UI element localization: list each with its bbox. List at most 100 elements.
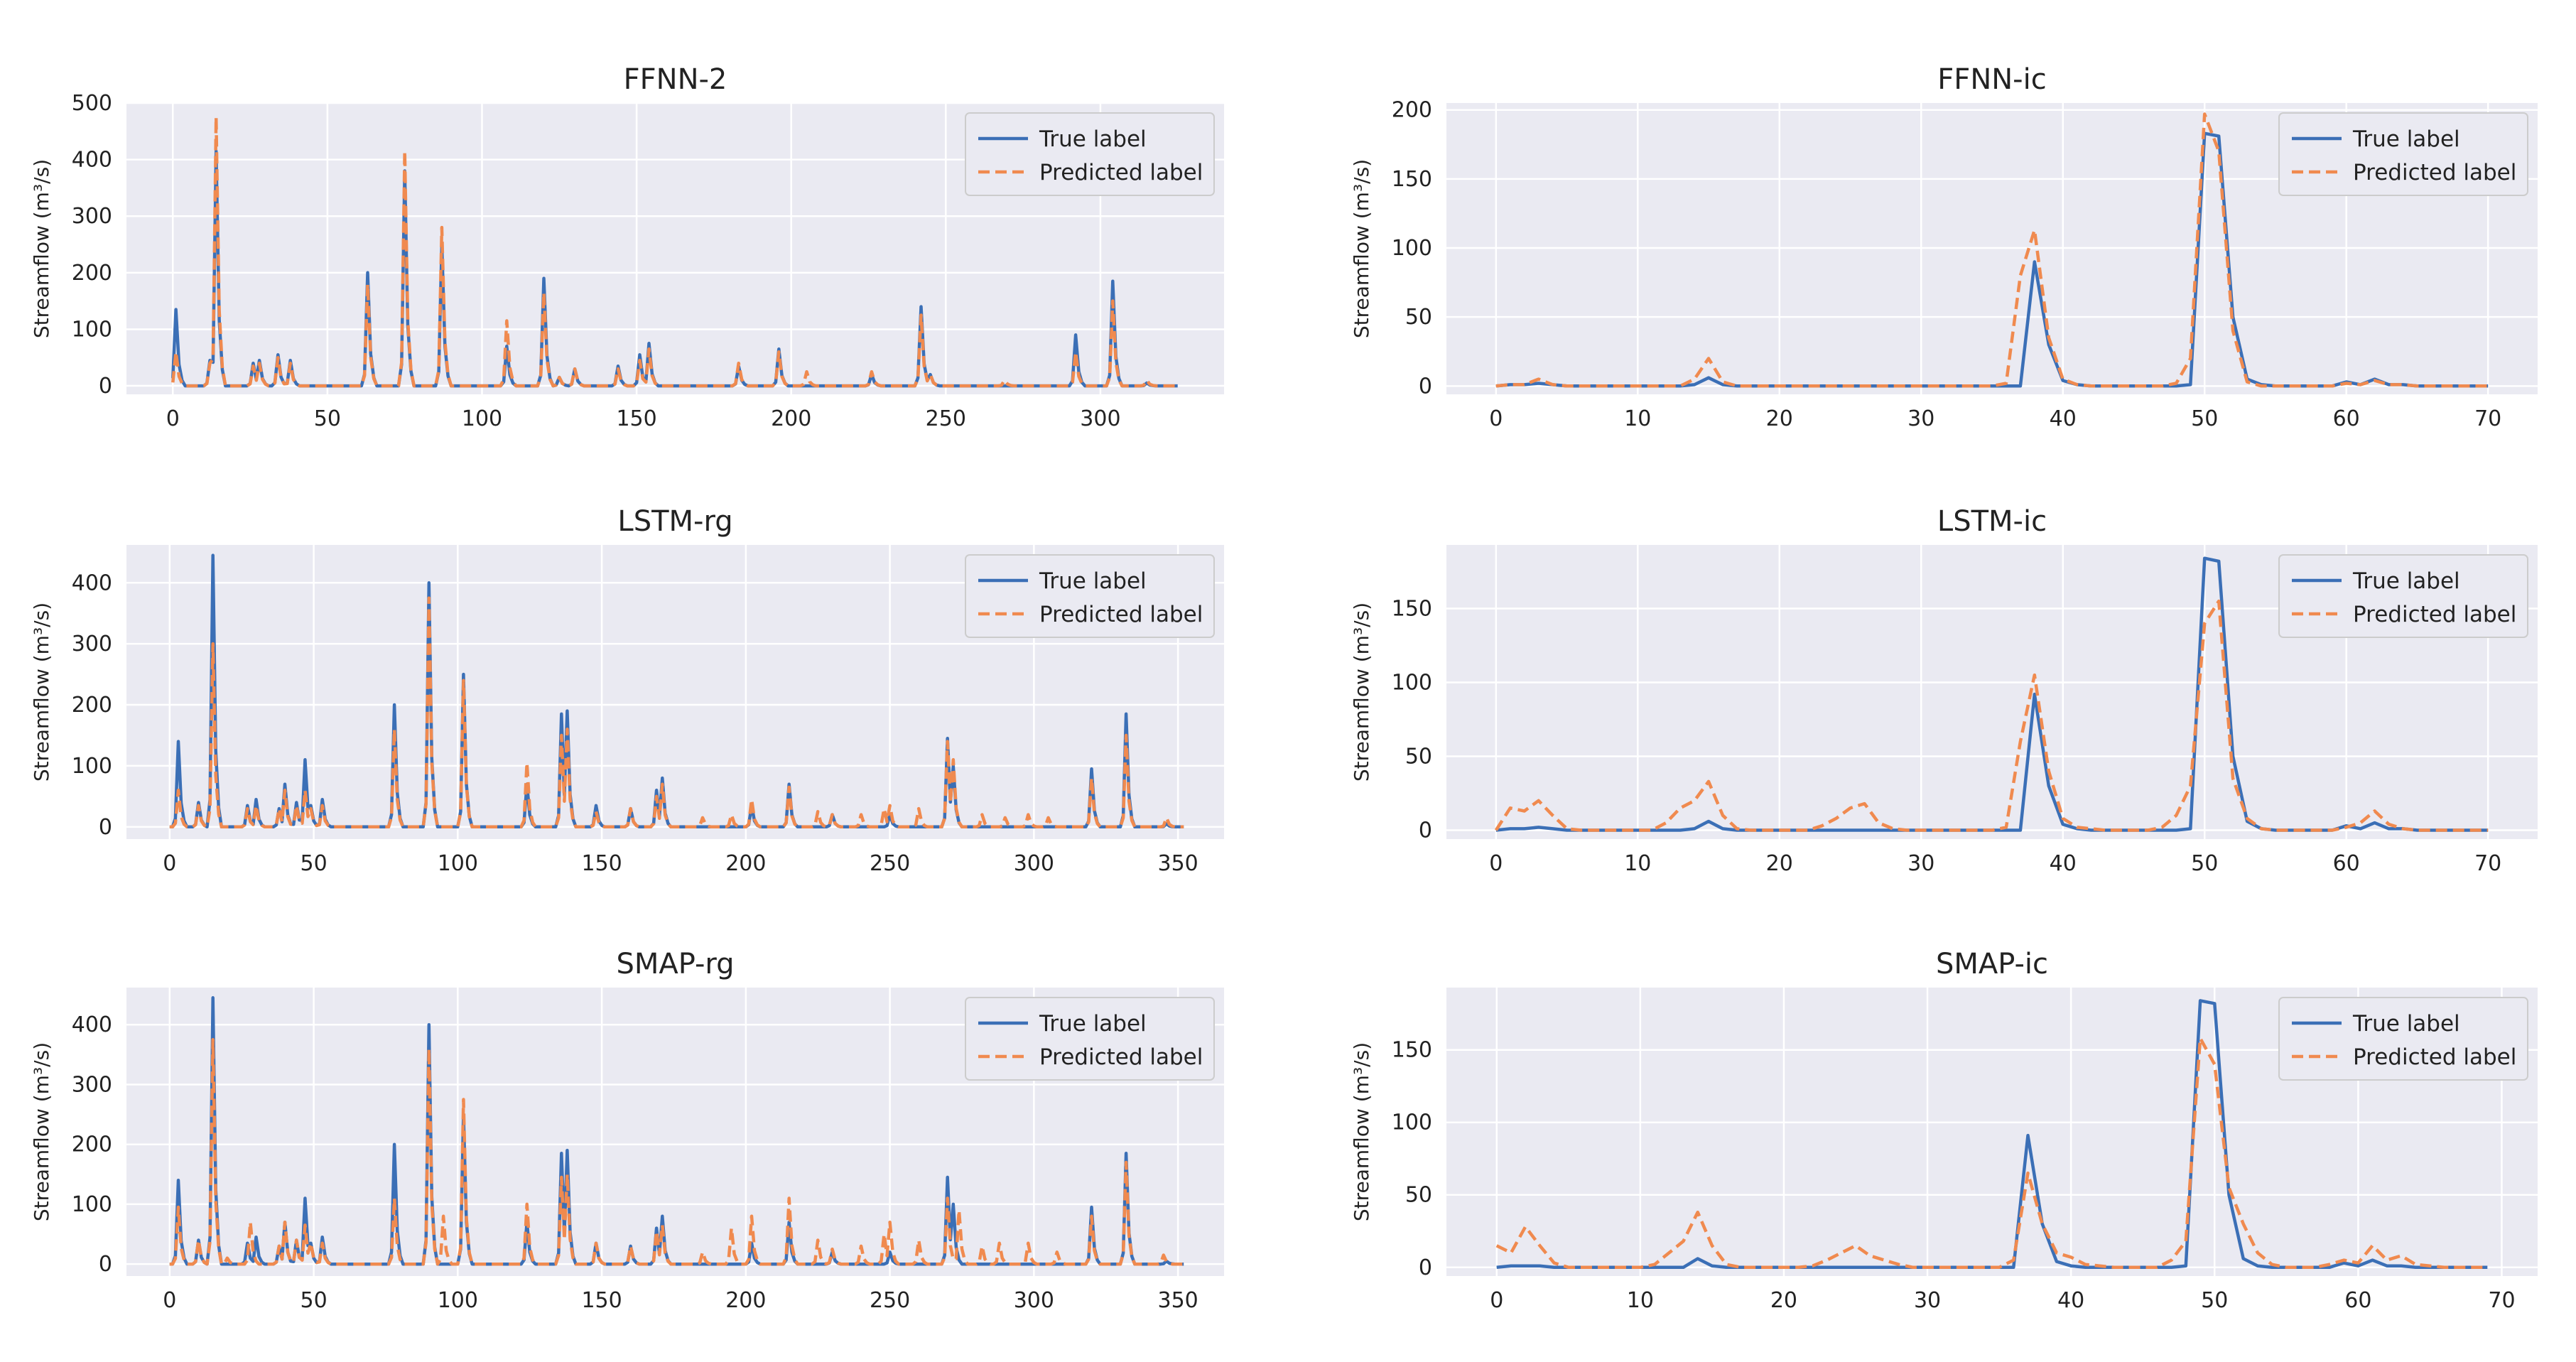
chart-title: SMAP-ic (1936, 948, 2048, 980)
predicted-label-line (169, 596, 1184, 829)
x-tick-label: 10 (1624, 851, 1651, 876)
y-tick-label: 100 (72, 1192, 112, 1217)
y-tick-label: 100 (1392, 236, 1432, 261)
predicted-label-line (1494, 599, 2489, 832)
y-axis-label: Streamflow (m³/s) (1350, 1042, 1373, 1221)
y-tick-label: 400 (72, 148, 112, 173)
y-tick-label: 400 (72, 571, 112, 595)
y-tick-label: 100 (72, 317, 112, 342)
y-tick-label: 200 (72, 693, 112, 718)
x-tick-label: 0 (1490, 1288, 1503, 1313)
y-tick-label: 0 (99, 374, 112, 399)
x-tick-label: 0 (163, 1288, 176, 1313)
y-tick-label: 100 (1392, 1110, 1432, 1135)
legend-true-label: True label (2352, 568, 2460, 594)
subplot-ffnn-2: 0 50 100 150 200 250 300 0 100 200 300 400 500 Stream… (30, 63, 1224, 431)
x-tick-label: 70 (2474, 406, 2501, 431)
predicted-label-line (1495, 1037, 2488, 1270)
legend: True label Predicted label (965, 112, 1215, 196)
y-tick-label: 150 (1392, 167, 1432, 192)
legend-predicted-label: Predicted label (2353, 160, 2516, 185)
x-tick-label: 20 (1770, 1288, 1797, 1313)
x-tick-label: 40 (2057, 1288, 2084, 1313)
y-tick-label: 0 (99, 815, 112, 840)
legend-box (2278, 554, 2528, 638)
y-axis-label: Streamflow (m³/s) (1350, 159, 1373, 338)
subplot-smap-ic: 0 10 20 30 40 50 60 70 0 50 100 150 Streamflow (m³/s… (1350, 948, 2538, 1313)
gridlines (126, 988, 1224, 1276)
x-tick-label: 10 (1627, 1288, 1654, 1313)
y-tick-label: 0 (1419, 1255, 1432, 1280)
legend-predicted-label: Predicted label (2353, 1044, 2516, 1070)
legend-true-label: True label (2352, 1011, 2460, 1037)
chart-title: FFNN-ic (1937, 63, 2046, 96)
y-tick-label: 50 (1405, 305, 1432, 330)
x-tick-label: 350 (1157, 1288, 1198, 1313)
subplot-grid: 0 50 100 150 200 250 3000100200300400500Stream… (30, 63, 2538, 1313)
x-tick-label: 50 (300, 851, 327, 876)
x-tick-label: 10 (1624, 406, 1651, 431)
x-tick-label: 100 (438, 1288, 478, 1313)
subplot-lstm-rg: 0 50 100 150 200 250 300 350 0 100 200 300 400 Stream… (30, 505, 1224, 876)
y-tick-label: 50 (1405, 744, 1432, 769)
x-tick-label: 250 (926, 406, 966, 431)
y-axis-label: Streamflow (m³/s) (30, 159, 53, 338)
legend: True label Predicted label (2278, 554, 2528, 638)
y-tick-label: 400 (72, 1012, 112, 1037)
legend-box (965, 554, 1215, 638)
legend: True label Predicted label (965, 554, 1215, 638)
subplot-ffnn-ic: 0 10 20 30 40 50 60 70 0 50 100 150 200 Streamflow (m… (1350, 63, 2538, 431)
x-tick-label: 20 (1766, 851, 1793, 876)
x-tick-label: 200 (725, 1288, 766, 1313)
legend-true-label: True label (1039, 126, 1147, 152)
y-tick-label: 300 (72, 632, 112, 656)
x-tick-label: 300 (1014, 1288, 1054, 1313)
subplot-smap-rg: 0 50 100 150 200 250 300 350 0 100 200 300 400 Stream… (30, 948, 1224, 1313)
y-tick-label: 50 (1405, 1183, 1432, 1208)
x-tick-label: 250 (870, 851, 910, 876)
legend-box (2278, 112, 2528, 196)
y-axis-label: Streamflow (m³/s) (30, 602, 53, 782)
x-tick-label: 0 (166, 406, 180, 431)
x-tick-label: 350 (1157, 851, 1198, 876)
x-tick-label: 0 (1489, 406, 1503, 431)
x-tick-label: 50 (2191, 851, 2218, 876)
y-tick-label: 150 (1392, 596, 1432, 621)
legend-predicted-label: Predicted label (1039, 160, 1203, 185)
y-tick-label: 100 (72, 754, 112, 779)
y-tick-label: 0 (99, 1252, 112, 1277)
x-tick-label: 0 (1489, 851, 1503, 876)
legend-predicted-label: Predicted label (2353, 602, 2516, 627)
y-tick-label: 0 (1419, 374, 1432, 399)
x-tick-label: 50 (2191, 406, 2218, 431)
predicted-label-line (171, 115, 1178, 388)
x-tick-label: 300 (1014, 851, 1054, 876)
chart-title: SMAP-rg (616, 948, 734, 980)
y-axis-label: Streamflow (m³/s) (30, 1042, 53, 1221)
x-tick-label: 150 (581, 851, 622, 876)
x-tick-label: 200 (725, 851, 766, 876)
y-tick-label: 200 (72, 1133, 112, 1157)
x-tick-label: 50 (2201, 1288, 2228, 1313)
legend-box (2278, 997, 2528, 1081)
x-tick-label: 60 (2333, 851, 2360, 876)
legend-true-label: True label (1039, 1011, 1147, 1037)
y-tick-label: 0 (1419, 818, 1432, 843)
x-tick-label: 150 (616, 406, 656, 431)
y-tick-label: 100 (1392, 670, 1432, 695)
x-tick-label: 70 (2488, 1288, 2515, 1313)
y-axis-label: Streamflow (m³/s) (1350, 602, 1373, 782)
legend: True label Predicted label (2278, 112, 2528, 196)
subplot-lstm-ic: 0 10 20 30 40 50 60 70 0 50 100 150 Streamflow (m³/s… (1350, 505, 2538, 876)
legend-predicted-label: Predicted label (1039, 1044, 1203, 1070)
x-tick-label: 30 (1907, 406, 1934, 431)
legend-predicted-label: Predicted label (1039, 602, 1203, 627)
x-tick-label: 60 (2333, 406, 2360, 431)
x-tick-label: 30 (1907, 851, 1934, 876)
legend-true-label: True label (1039, 568, 1147, 594)
x-tick-label: 20 (1766, 406, 1793, 431)
x-tick-label: 50 (300, 1288, 327, 1313)
y-tick-label: 200 (72, 261, 112, 286)
true-label-line (1495, 131, 2489, 388)
